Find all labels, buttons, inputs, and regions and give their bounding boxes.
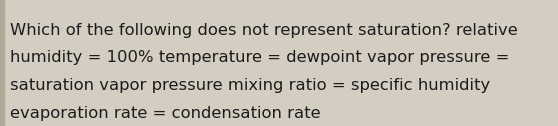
Text: humidity = 100% temperature = dewpoint vapor pressure =: humidity = 100% temperature = dewpoint v… xyxy=(10,50,509,65)
Text: Which of the following does not represent saturation? relative: Which of the following does not represen… xyxy=(10,23,518,38)
Bar xyxy=(0,0,4,126)
Text: saturation vapor pressure mixing ratio = specific humidity: saturation vapor pressure mixing ratio =… xyxy=(10,78,490,93)
Text: evaporation rate = condensation rate: evaporation rate = condensation rate xyxy=(10,106,321,121)
